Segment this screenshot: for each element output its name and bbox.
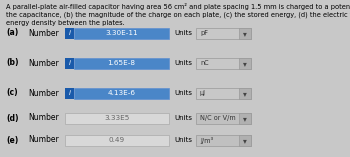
Text: (a): (a) <box>6 29 18 38</box>
Bar <box>239 135 251 146</box>
Text: i: i <box>69 30 70 36</box>
Text: Number: Number <box>28 89 59 97</box>
Text: µJ: µJ <box>200 90 206 96</box>
Text: Units: Units <box>174 90 192 96</box>
Bar <box>65 27 74 38</box>
Text: 1.65E-8: 1.65E-8 <box>107 60 135 66</box>
Text: Number: Number <box>28 135 59 144</box>
Text: ▾: ▾ <box>243 89 247 98</box>
Text: (b): (b) <box>6 59 19 68</box>
Bar <box>65 113 169 124</box>
Text: i: i <box>69 90 70 96</box>
Text: 3.30E-11: 3.30E-11 <box>105 30 138 36</box>
Text: Units: Units <box>174 30 192 36</box>
Bar <box>74 27 169 38</box>
Bar <box>196 57 251 68</box>
Text: pF: pF <box>200 30 208 36</box>
Bar <box>239 113 251 124</box>
Bar <box>196 87 251 98</box>
Bar <box>65 87 74 98</box>
Text: 3.33E5: 3.33E5 <box>104 115 130 121</box>
Text: N/C or V/m: N/C or V/m <box>200 115 236 121</box>
Bar <box>196 135 251 146</box>
Text: (d): (d) <box>6 114 19 122</box>
Text: energy density between the plates.: energy density between the plates. <box>6 20 125 26</box>
Text: Number: Number <box>28 29 59 38</box>
Bar <box>239 27 251 38</box>
Text: (e): (e) <box>6 135 18 144</box>
Text: nC: nC <box>200 60 209 66</box>
Text: A parallel-plate air-filled capacitor having area 56 cm² and plate spacing 1.5 m: A parallel-plate air-filled capacitor ha… <box>6 3 350 11</box>
Text: Units: Units <box>174 115 192 121</box>
Bar <box>65 135 169 146</box>
Bar <box>239 57 251 68</box>
Text: ▾: ▾ <box>243 136 247 145</box>
Text: ▾: ▾ <box>243 114 247 123</box>
Text: 0.49: 0.49 <box>109 137 125 143</box>
Text: (c): (c) <box>6 89 18 97</box>
Text: the capacitance, (b) the magnitude of the charge on each plate, (c) the stored e: the capacitance, (b) the magnitude of th… <box>6 11 350 18</box>
Bar <box>196 27 251 38</box>
Text: 4.13E-6: 4.13E-6 <box>107 90 135 96</box>
Text: i: i <box>69 60 70 66</box>
Bar <box>74 87 169 98</box>
Text: Units: Units <box>174 137 192 143</box>
Bar <box>239 87 251 98</box>
Text: J/m³: J/m³ <box>200 136 213 143</box>
Text: Number: Number <box>28 114 59 122</box>
Text: Number: Number <box>28 59 59 68</box>
Bar <box>74 57 169 68</box>
Bar <box>65 57 74 68</box>
Text: Units: Units <box>174 60 192 66</box>
Bar <box>196 113 251 124</box>
Text: ▾: ▾ <box>243 29 247 38</box>
Text: ▾: ▾ <box>243 59 247 68</box>
